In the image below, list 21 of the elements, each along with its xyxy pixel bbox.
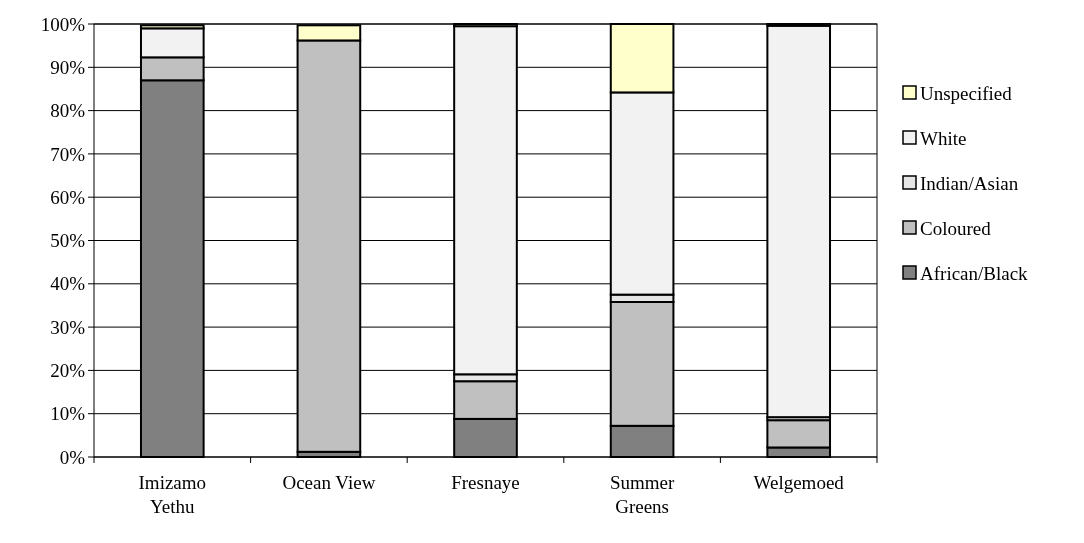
y-tick-label: 50% — [50, 230, 86, 252]
y-tick-label: 80% — [50, 100, 86, 122]
y-tick-label: 30% — [50, 316, 86, 338]
y-tick-label: 10% — [50, 403, 86, 425]
legend-label: Coloured — [920, 217, 992, 239]
y-tick-label: 60% — [50, 186, 86, 208]
legend-label: White — [920, 127, 967, 149]
legend-label: African/Black — [920, 262, 1029, 284]
y-tick-label: 70% — [50, 143, 86, 165]
legend-label: Unspecified — [920, 82, 1013, 104]
y-tick-label: 40% — [50, 273, 86, 295]
x-tick-label: Welgemoed — [753, 472, 845, 493]
legend-label: Indian/Asian — [920, 172, 1019, 194]
x-tick-label: Fresnaye — [451, 472, 520, 493]
x-tick-label: Imizamo Yethu — [138, 472, 207, 517]
x-tick-label: Ocean View — [282, 472, 376, 493]
y-tick-label: 90% — [50, 56, 86, 78]
y-tick-label: 0% — [59, 446, 86, 468]
x-tick-label: Summer Greens — [609, 472, 675, 517]
y-tick-label: 100% — [40, 13, 86, 35]
y-tick-label: 20% — [50, 360, 86, 382]
